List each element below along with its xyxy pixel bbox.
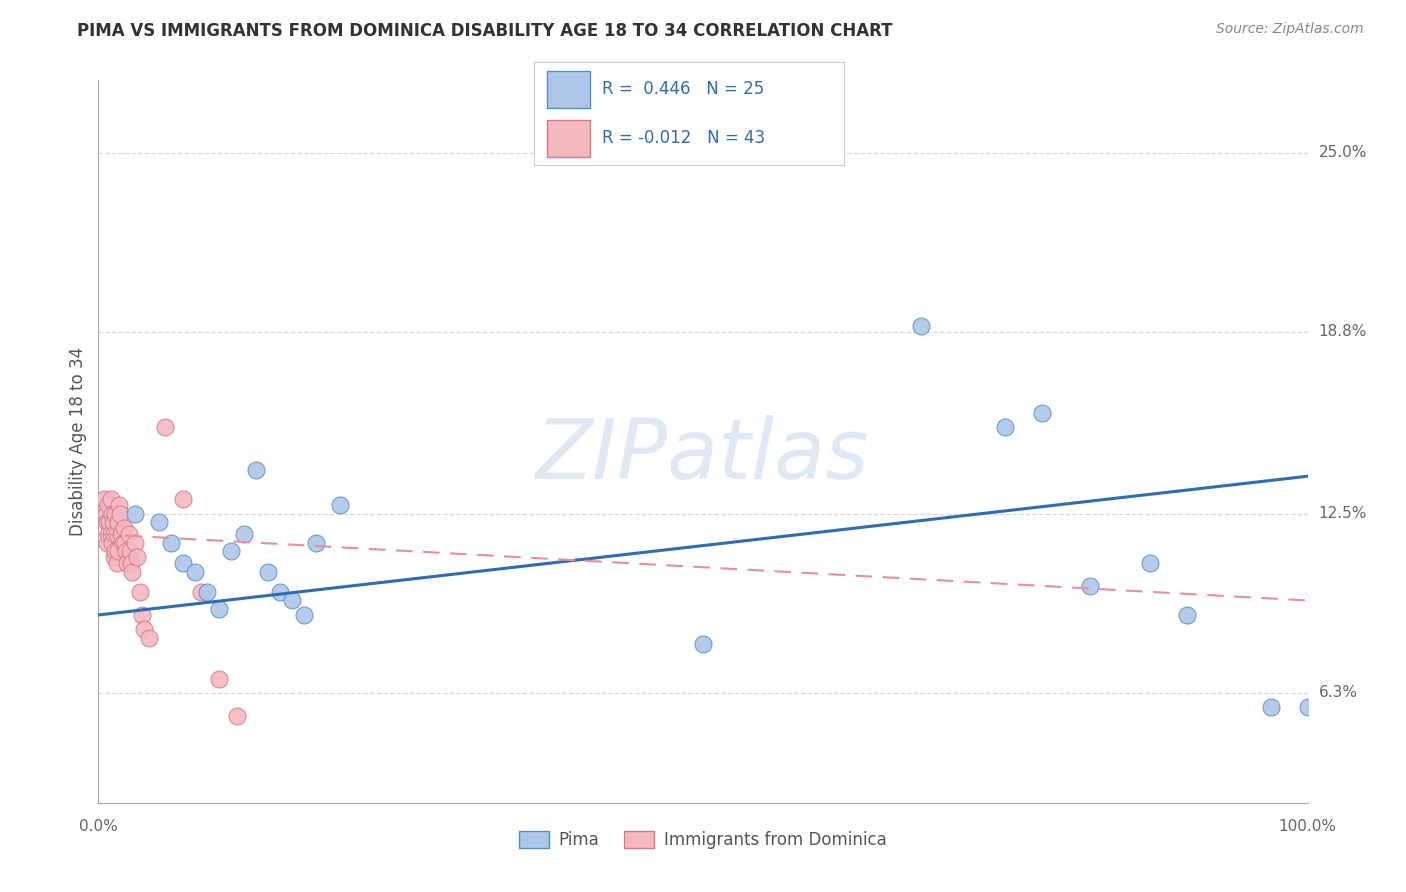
Text: R = -0.012   N = 43: R = -0.012 N = 43 (602, 129, 765, 147)
Point (131, 607, 153, 622)
Point (1296, 700, 1319, 714)
Point (221, 544, 243, 558)
Point (108, 507, 131, 521)
Text: R =  0.446   N = 25: R = 0.446 N = 25 (602, 80, 765, 98)
Point (138, 631, 160, 645)
Text: Source: ZipAtlas.com: Source: ZipAtlas.com (1216, 22, 1364, 37)
Point (256, 565, 278, 579)
Point (107, 516, 129, 530)
Point (112, 521, 135, 535)
Point (232, 527, 254, 541)
Point (281, 593, 304, 607)
Point (118, 544, 141, 558)
Point (134, 623, 156, 637)
Point (104, 544, 127, 558)
Point (124, 507, 146, 521)
Point (114, 535, 136, 549)
FancyBboxPatch shape (547, 70, 591, 108)
Point (115, 544, 138, 558)
Point (101, 516, 124, 530)
Point (93, 492, 115, 507)
Point (121, 565, 143, 579)
Text: ZIPatlas: ZIPatlas (536, 416, 870, 497)
Legend: Pima, Immigrants from Dominica: Pima, Immigrants from Dominica (512, 824, 894, 856)
Y-axis label: Disability Age 18 to 34: Disability Age 18 to 34 (69, 347, 87, 536)
Point (208, 672, 231, 686)
FancyBboxPatch shape (547, 120, 591, 157)
Point (1078, 579, 1101, 593)
Text: 12.5%: 12.5% (1319, 507, 1367, 521)
Point (190, 584, 212, 599)
Point (269, 584, 291, 599)
Point (97, 527, 120, 541)
Point (128, 584, 150, 599)
Point (160, 535, 183, 549)
Point (103, 527, 125, 541)
Point (96, 535, 118, 549)
Text: PIMA VS IMMIGRANTS FROM DOMINICA DISABILITY AGE 18 TO 34 CORRELATION CHART: PIMA VS IMMIGRANTS FROM DOMINICA DISABIL… (77, 22, 893, 40)
Point (118, 527, 141, 541)
Point (184, 565, 207, 579)
Point (100, 492, 122, 507)
Point (108, 498, 131, 512)
Point (305, 535, 328, 549)
Point (124, 535, 146, 549)
Point (105, 556, 128, 570)
Point (208, 602, 231, 616)
Point (110, 527, 132, 541)
Point (94, 507, 117, 521)
Point (1260, 700, 1282, 714)
Point (910, 318, 932, 333)
Text: 18.8%: 18.8% (1319, 324, 1367, 339)
Point (100, 527, 122, 541)
Point (1175, 607, 1198, 622)
Point (153, 420, 176, 434)
Point (245, 463, 267, 477)
Point (97, 498, 120, 512)
Point (994, 420, 1017, 434)
Point (107, 544, 129, 558)
Point (111, 535, 134, 549)
Point (1031, 406, 1053, 420)
Point (292, 607, 315, 622)
Point (120, 556, 142, 570)
Point (172, 556, 194, 570)
Point (96, 516, 118, 530)
Point (104, 507, 127, 521)
Point (100, 535, 122, 549)
Point (117, 556, 139, 570)
Point (1139, 556, 1161, 570)
Point (100, 507, 122, 521)
Point (172, 492, 194, 507)
Point (98, 516, 121, 530)
Point (329, 498, 352, 512)
Point (127, 550, 149, 565)
Text: 6.3%: 6.3% (1319, 685, 1358, 700)
Point (195, 584, 218, 599)
Point (692, 637, 714, 651)
Point (226, 709, 249, 723)
Text: 25.0%: 25.0% (1319, 145, 1367, 160)
Point (148, 516, 170, 530)
Point (103, 550, 125, 565)
Point (105, 527, 128, 541)
